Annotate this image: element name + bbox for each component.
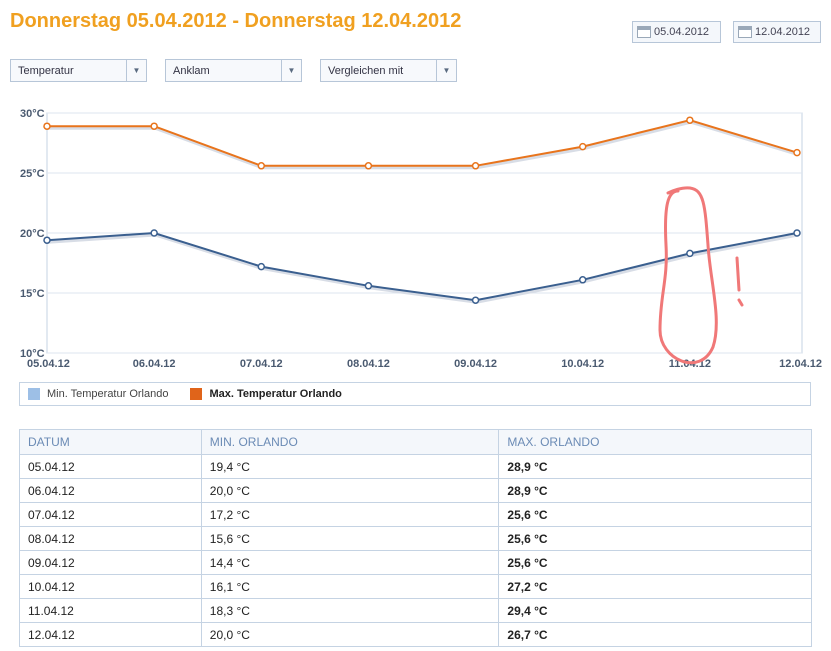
cell-min: 18,3 °C <box>200 598 500 623</box>
cell-min: 17,2 °C <box>200 502 500 527</box>
y-tick-label: 15°C <box>20 288 45 300</box>
start-date-label: 05.04.2012 <box>654 26 710 38</box>
data-point <box>364 282 373 290</box>
cell-datum: 10.04.12 <box>19 574 202 599</box>
y-tick-label: 25°C <box>20 168 45 180</box>
table-row: 11.04.12 18,3 °C 29,4 °C <box>19 598 812 623</box>
chevron-down-icon: ▼ <box>436 60 456 81</box>
cell-datum: 11.04.12 <box>19 598 202 623</box>
cell-max: 27,2 °C <box>498 574 812 599</box>
cell-max: 29,4 °C <box>498 598 812 623</box>
cell-datum: 09.04.12 <box>19 550 202 575</box>
legend-label-max: Max. Temperatur Orlando <box>209 388 342 400</box>
x-tick-label: 08.04.12 <box>347 358 390 370</box>
y-tick-label: 20°C <box>20 228 45 240</box>
series-shadow <box>47 233 799 304</box>
end-date-label: 12.04.2012 <box>755 26 811 38</box>
data-point <box>793 229 801 237</box>
cell-max: 25,6 °C <box>498 502 812 527</box>
compare-dropdown[interactable]: Vergleichen mit ▼ <box>320 59 457 82</box>
header-max-orlando[interactable]: MAX. ORLANDO <box>498 429 812 455</box>
x-tick-label: 12.04.12 <box>779 358 822 370</box>
x-tick-label: 06.04.12 <box>133 358 176 370</box>
table-row: 09.04.12 14,4 °C 25,6 °C <box>19 550 812 575</box>
x-tick-label: 09.04.12 <box>454 358 497 370</box>
table-row: 06.04.12 20,0 °C 28,9 °C <box>19 478 812 503</box>
cell-datum: 08.04.12 <box>19 526 202 551</box>
data-point <box>43 236 51 244</box>
calendar-icon <box>637 26 651 38</box>
chevron-down-icon: ▼ <box>126 60 146 81</box>
x-tick-label: 07.04.12 <box>240 358 283 370</box>
metric-dropdown[interactable]: Temperatur ▼ <box>10 59 147 82</box>
cell-min: 15,6 °C <box>200 526 500 551</box>
cell-min: 16,1 °C <box>200 574 500 599</box>
cell-min: 19,4 °C <box>200 454 500 479</box>
y-tick-label: 10°C <box>20 348 45 360</box>
cell-max: 25,6 °C <box>498 526 812 551</box>
location-dropdown-label: Anklam <box>173 64 210 77</box>
end-date-button[interactable]: 12.04.2012 <box>733 21 821 43</box>
table-row: 08.04.12 15,6 °C 25,6 °C <box>19 526 812 551</box>
legend-item-min[interactable]: Min. Temperatur Orlando <box>28 388 168 400</box>
x-tick-label: 05.04.12 <box>27 358 70 370</box>
data-point <box>578 276 587 284</box>
cell-min: 14,4 °C <box>200 550 500 575</box>
cell-datum: 07.04.12 <box>19 502 202 527</box>
data-point <box>150 122 158 130</box>
table-row: 12.04.12 20,0 °C 26,7 °C <box>19 622 812 647</box>
cell-min: 20,0 °C <box>200 478 500 503</box>
metric-dropdown-label: Temperatur <box>18 64 74 77</box>
table-row: 07.04.12 17,2 °C 25,6 °C <box>19 502 812 527</box>
header-datum[interactable]: DATUM <box>19 429 202 455</box>
table-header-row: DATUM MIN. ORLANDO MAX. ORLANDO <box>19 429 812 455</box>
y-tick-label: 30°C <box>20 108 45 120</box>
annotation-circle <box>658 186 718 365</box>
page-title: Donnerstag 05.04.2012 - Donnerstag 12.04… <box>10 10 462 32</box>
annotation-exclamation-stroke <box>735 256 741 292</box>
cell-max: 28,9 °C <box>498 478 812 503</box>
data-point <box>364 162 373 170</box>
legend-swatch-max <box>190 388 203 400</box>
series-line-max <box>47 119 798 167</box>
compare-dropdown-label: Vergleichen mit <box>328 64 404 77</box>
data-point <box>793 148 801 157</box>
chevron-down-icon: ▼ <box>281 60 301 81</box>
data-point <box>686 249 694 258</box>
legend-label-min: Min. Temperatur Orlando <box>47 388 169 400</box>
data-point <box>43 122 51 130</box>
series-line-min <box>46 231 798 302</box>
cell-max: 25,6 °C <box>498 550 812 575</box>
data-point <box>257 162 266 170</box>
temperature-table: DATUM MIN. ORLANDO MAX. ORLANDO 05.04.12… <box>19 429 812 647</box>
data-point <box>471 162 480 170</box>
data-point <box>578 142 587 151</box>
calendar-icon <box>738 26 752 38</box>
table-row: 05.04.12 19,4 °C 28,9 °C <box>19 454 812 479</box>
temperature-chart: 30°C 25°C 20°C 15°C 10°C05.04.12 06.04.12 07.0… <box>20 108 822 370</box>
data-point <box>686 116 694 124</box>
series-shadow <box>48 120 799 170</box>
legend-item-max[interactable]: Max. Temperatur Orlando <box>190 388 342 400</box>
header-min-orlando[interactable]: MIN. ORLANDO <box>200 429 500 455</box>
data-point <box>257 262 266 271</box>
table-row: 10.04.12 16,1 °C 27,2 °C <box>19 574 812 599</box>
x-tick-label: 10.04.12 <box>561 358 604 370</box>
data-point <box>150 229 158 237</box>
legend-swatch-min <box>28 388 40 400</box>
cell-datum: 06.04.12 <box>19 478 202 503</box>
annotation-exclamation-dot <box>737 298 744 307</box>
chart-legend: Min. Temperatur Orlando Max. Temperatur … <box>19 382 811 406</box>
data-point <box>471 296 480 304</box>
start-date-button[interactable]: 05.04.2012 <box>632 21 721 43</box>
cell-max: 26,7 °C <box>498 622 812 647</box>
cell-min: 20,0 °C <box>200 622 500 647</box>
cell-datum: 12.04.12 <box>19 622 202 647</box>
cell-max: 28,9 °C <box>498 454 812 479</box>
location-dropdown[interactable]: Anklam ▼ <box>165 59 302 82</box>
cell-datum: 05.04.12 <box>19 454 202 479</box>
